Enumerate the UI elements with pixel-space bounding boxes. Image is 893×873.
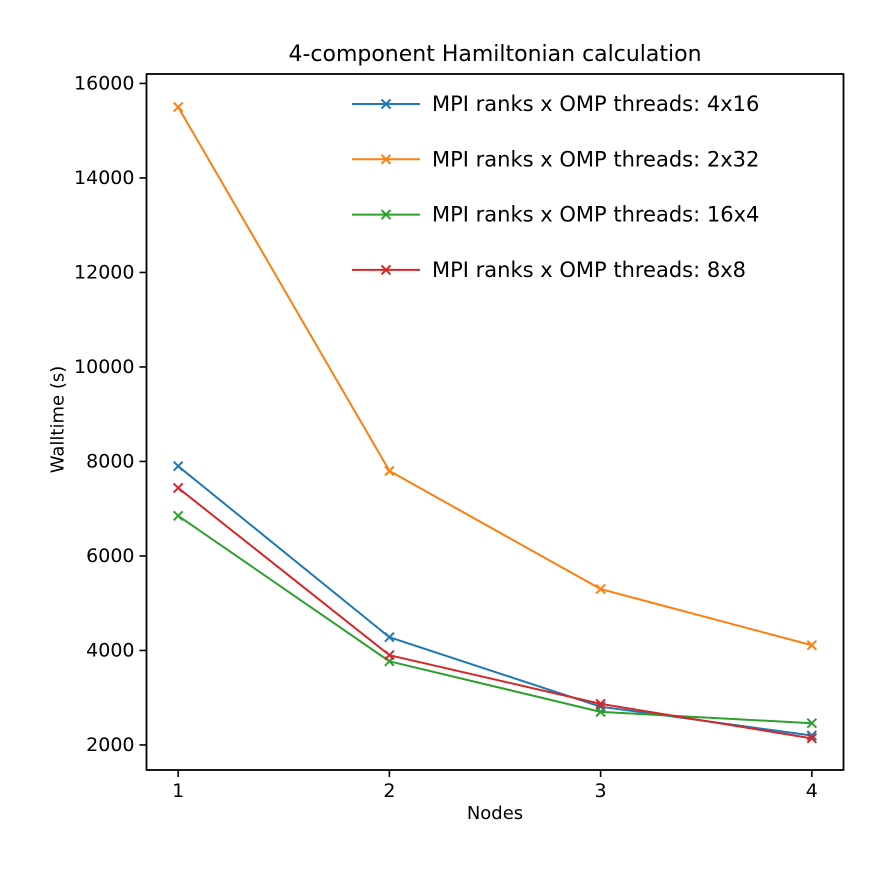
legend-label: MPI ranks x OMP threads: 4x16	[432, 92, 759, 116]
legend: MPI ranks x OMP threads: 4x16 MPI ranks x…	[352, 92, 759, 282]
series-marker-x	[172, 101, 184, 113]
y-tick-label: 4000	[86, 639, 134, 661]
series-marker-x	[172, 460, 184, 472]
series-marker-x	[172, 510, 184, 521]
legend-label: MPI ranks x OMP threads: 2x32	[432, 147, 759, 171]
legend-sample-marker-x	[380, 264, 392, 276]
series-3	[172, 482, 818, 744]
legend-label: MPI ranks x OMP threads: 16x4	[432, 203, 759, 227]
series-marker-x	[172, 482, 184, 494]
series-0	[172, 460, 818, 741]
legend-entry-0: MPI ranks x OMP threads: 4x16	[352, 92, 759, 116]
x-tick-label: 4	[806, 780, 818, 802]
series-line-3	[177, 487, 812, 740]
x-tick-label: 3	[595, 780, 607, 802]
series-marker-x	[384, 632, 395, 643]
x-axis-label: Nodes	[466, 803, 524, 824]
x-tick-label: 2	[383, 780, 395, 802]
x-tick-label: 1	[172, 780, 184, 802]
y-tick-label: 10000	[74, 356, 134, 378]
y-tick-label: 12000	[74, 261, 134, 283]
legend-sample-marker-x	[380, 154, 392, 165]
legend-sample-marker-x	[380, 209, 392, 220]
y-tick-label: 2000	[86, 734, 134, 756]
plot-border	[145, 73, 845, 771]
legend-label: MPI ranks x OMP threads: 8x8	[432, 258, 746, 282]
series-marker-x	[806, 718, 818, 729]
series-marker-x	[384, 649, 395, 661]
y-axis: 2000 4000 6000 8000 10000 12000 14000 16000	[74, 72, 147, 756]
y-tick-label: 8000	[86, 450, 134, 472]
series-marker-x	[595, 583, 606, 595]
series-line-0	[177, 465, 812, 737]
x-axis: 1 2 3 4	[172, 770, 818, 802]
y-tick-label: 16000	[74, 72, 134, 94]
series-marker-x	[595, 698, 606, 710]
y-axis-label: Walltime (s)	[47, 365, 69, 474]
y-tick-label: 14000	[74, 167, 134, 189]
series-1	[172, 101, 818, 651]
series-marker-x	[595, 706, 606, 718]
legend-entry-3: MPI ranks x OMP threads: 8x8	[352, 258, 746, 282]
chart-title: 4-component Hamiltonian calculation	[288, 42, 702, 67]
series-line-1	[177, 106, 813, 647]
y-tick-label: 6000	[86, 545, 134, 567]
series-marker-x	[806, 733, 818, 744]
series-line-2	[177, 514, 812, 725]
legend-entry-2: MPI ranks x OMP threads: 16x4	[352, 203, 759, 227]
series-2	[172, 510, 818, 729]
series-marker-x	[806, 640, 818, 651]
legend-sample-marker-x	[380, 98, 392, 110]
series-marker-x	[384, 465, 395, 477]
legend-entry-1: MPI ranks x OMP threads: 2x32	[352, 147, 759, 171]
